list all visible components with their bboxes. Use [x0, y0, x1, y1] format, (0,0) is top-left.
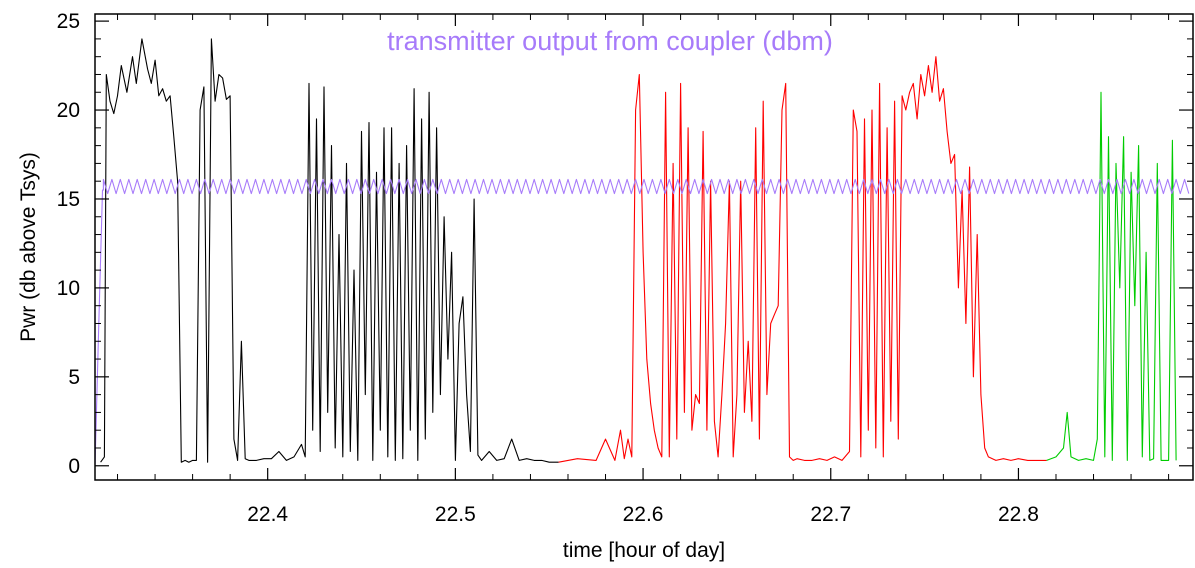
plot-frame	[94, 13, 1194, 481]
y-tick-label: 0	[68, 455, 80, 478]
x-tick-label: 22.7	[810, 503, 851, 526]
y-axis-label: Pwr (db above Tsys)	[17, 152, 40, 342]
series-line-3	[95, 178, 1190, 466]
x-axis-label: time [hour of day]	[563, 539, 725, 562]
x-tick-label: 22.5	[435, 503, 476, 526]
series-layer	[95, 38, 1190, 466]
y-tick-label: 20	[57, 99, 80, 122]
x-tick-label: 22.6	[623, 503, 664, 526]
series-line-1	[558, 56, 1047, 463]
annotation-text: transmitter output from coupler (dbm)	[387, 26, 833, 56]
series-line-2	[1046, 91, 1177, 461]
ticks-layer: 22.4 22.5 22.6 22.7 22.8 0 5 10 15 20 25	[57, 10, 1193, 526]
y-tick-label: 10	[57, 277, 80, 300]
y-tick-label: 25	[57, 10, 80, 33]
y-tick-label: 15	[57, 188, 80, 211]
x-tick-label: 22.4	[247, 503, 288, 526]
series-line-0	[100, 38, 559, 463]
y-tick-label: 5	[68, 366, 80, 389]
x-tick-label: 22.8	[998, 503, 1039, 526]
